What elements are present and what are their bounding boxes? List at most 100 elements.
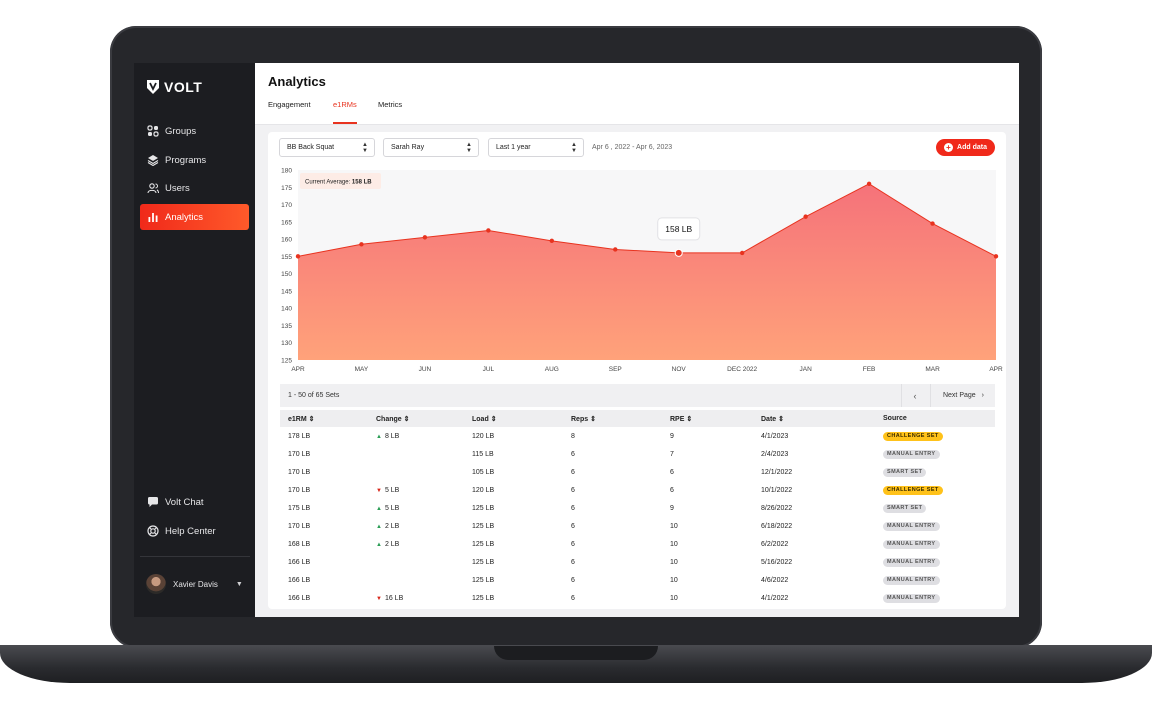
date-cell: 6/2/2022 <box>761 541 789 548</box>
y-tick-label: 150 <box>281 271 292 278</box>
athlete-select[interactable]: Sarah Ray ▲ ▼ <box>383 138 479 157</box>
chart-area-fill <box>298 183 996 360</box>
sidebar-item-volt-chat[interactable]: Volt Chat <box>140 489 249 515</box>
x-tick-label: NOV <box>672 366 687 373</box>
arrow-down-icon: ▼ <box>376 596 382 602</box>
date-cell: 4/1/2023 <box>761 433 789 440</box>
date-cell: 2/4/2023 <box>761 451 789 458</box>
source-badge: SMART SET <box>883 504 927 513</box>
sidebar-item-help-center[interactable]: Help Center <box>140 518 249 544</box>
reps-cell: 6 <box>571 505 575 512</box>
e1rm-cell: 170 LB <box>288 451 311 458</box>
load-cell: 125 LB <box>472 559 495 566</box>
table-row[interactable]: 166 LB 125 LB 6 10 5/16/2022 MANUAL ENTRY <box>280 555 995 573</box>
arrow-up-icon: ▲ <box>376 434 382 440</box>
table-row[interactable]: 178 LB ▲ 8 LB 120 LB 8 9 4/1/2023 CHALLENGE SET <box>280 429 995 447</box>
column-header-date[interactable]: Date ⇕ <box>761 416 785 423</box>
change-cell: ▲ 2 LB <box>376 541 400 548</box>
sidebar-item-groups[interactable]: Groups <box>140 118 249 144</box>
load-cell: 125 LB <box>472 595 495 602</box>
average-annotation-box <box>300 173 381 189</box>
sort-icon: ⇕ <box>308 416 315 423</box>
y-tick-label: 145 <box>281 288 292 295</box>
avatar <box>146 574 166 594</box>
e1rm-cell: 168 LB <box>288 541 311 548</box>
logo-text: VOLT <box>164 79 203 95</box>
tab-e1rms[interactable]: e1RMs <box>333 100 357 109</box>
period-select[interactable]: Last 1 year ▲ ▼ <box>488 138 584 157</box>
next-page-button[interactable]: Next Page › <box>930 384 996 407</box>
user-menu[interactable]: Xavier Davis ▼ <box>146 574 243 594</box>
chart-data-point <box>359 242 364 247</box>
user-name: Xavier Davis <box>173 579 218 589</box>
column-header-load[interactable]: Load ⇕ <box>472 416 497 423</box>
chevron-right-icon: › <box>981 392 985 399</box>
rpe-cell: 9 <box>670 505 674 512</box>
date-cell: 6/18/2022 <box>761 523 793 530</box>
chart-series-line <box>297 183 997 257</box>
column-header-reps[interactable]: Reps ⇕ <box>571 416 596 423</box>
x-tick-label: FEB <box>863 366 876 373</box>
sort-icon: ⇕ <box>590 416 596 423</box>
e1rm-cell: 166 LB <box>288 559 311 566</box>
source-badge: MANUAL ENTRY <box>883 594 940 603</box>
source-badge: MANUAL ENTRY <box>883 450 940 459</box>
e1rm-cell: 166 LB <box>288 595 311 602</box>
table-row[interactable]: 170 LB 105 LB 6 6 12/1/2022 SMART SET <box>280 465 995 483</box>
column-header-e1rm[interactable]: e1RM ⇕ <box>288 416 315 423</box>
source-badge: CHALLENGE SET <box>883 486 943 495</box>
load-cell: 120 LB <box>472 433 495 440</box>
y-tick-label: 170 <box>281 202 292 209</box>
chart-data-point <box>739 250 745 256</box>
rpe-cell: 10 <box>670 595 678 602</box>
table-row[interactable]: 170 LB 115 LB 6 7 2/4/2023 MANUAL ENTRY <box>280 447 995 465</box>
tooltip-box <box>657 217 701 241</box>
sets-table-body: 178 LB ▲ 8 LB 120 LB 8 9 4/1/2023 CHALLENGE SET… <box>280 429 995 609</box>
table-row[interactable]: 175 LB ▲ 5 LB 125 LB 6 9 8/26/2022 SMART SET <box>280 501 995 519</box>
x-tick-label: JUN <box>419 366 432 373</box>
page-title: Analytics <box>268 74 326 89</box>
y-tick-label: 180 <box>281 168 292 175</box>
table-row[interactable]: 166 LB ▼ 16 LB 125 LB 6 10 4/1/2022 MANUAL ENTR… <box>280 591 995 609</box>
y-tick-label: 175 <box>281 185 292 192</box>
exercise-select[interactable]: BB Back Squat ▲ ▼ <box>279 138 375 157</box>
table-row[interactable]: 168 LB ▲ 2 LB 125 LB 6 10 6/2/2022 MANUAL ENTRY <box>280 537 995 555</box>
add-data-button[interactable]: + Add data <box>936 139 995 156</box>
result-count: 1 - 50 of 65 Sets <box>288 392 340 399</box>
sidebar-item-analytics[interactable]: Analytics <box>140 204 249 230</box>
volt-logo[interactable]: VOLT <box>146 79 202 95</box>
sort-caret-icon: ▲ ▼ <box>571 142 577 154</box>
rpe-cell: 9 <box>670 433 674 440</box>
column-header-rpe[interactable]: RPE ⇕ <box>670 416 693 423</box>
users-icon <box>147 182 159 194</box>
load-cell: 115 LB <box>472 451 494 458</box>
volt-logo-icon <box>147 80 159 94</box>
sidebar-item-users[interactable]: Users <box>140 175 249 201</box>
load-cell: 125 LB <box>472 577 495 584</box>
rpe-cell: 10 <box>670 523 678 530</box>
help-icon <box>147 525 159 537</box>
table-row[interactable]: 166 LB 125 LB 6 10 4/6/2022 MANUAL ENTRY <box>280 573 995 591</box>
table-row[interactable]: 170 LB ▲ 2 LB 125 LB 6 10 6/18/2022 MANUAL ENTR… <box>280 519 995 537</box>
tooltip-value: 158 LB <box>665 224 692 234</box>
tab-engagement[interactable]: Engagement <box>268 100 311 109</box>
sidebar-item-programs[interactable]: Programs <box>140 147 249 173</box>
table-row[interactable]: 170 LB ▼ 5 LB 120 LB 6 6 10/1/2022 CHALLENGE SE… <box>280 483 995 501</box>
source-badge: CHALLENGE SET <box>883 432 943 441</box>
x-tick-label: MAY <box>355 366 369 373</box>
arrow-down-icon: ▼ <box>376 488 382 494</box>
x-tick-label: DEC 2022 <box>727 366 757 373</box>
e1rm-cell: 170 LB <box>288 487 311 494</box>
chart-data-point <box>613 247 618 252</box>
rpe-cell: 10 <box>670 577 678 584</box>
column-header-change[interactable]: Change ⇕ <box>376 416 410 423</box>
rpe-cell: 10 <box>670 559 678 566</box>
arrow-up-icon: ▲ <box>376 506 382 512</box>
load-cell: 125 LB <box>472 523 495 530</box>
tab-metrics[interactable]: Metrics <box>378 100 403 109</box>
chart-data-point <box>549 238 555 244</box>
sidebar-item-label: Users <box>165 182 190 194</box>
x-tick-label: MAR <box>925 366 940 373</box>
prev-page-button[interactable]: ‹ <box>901 384 928 407</box>
reps-cell: 6 <box>571 595 575 602</box>
